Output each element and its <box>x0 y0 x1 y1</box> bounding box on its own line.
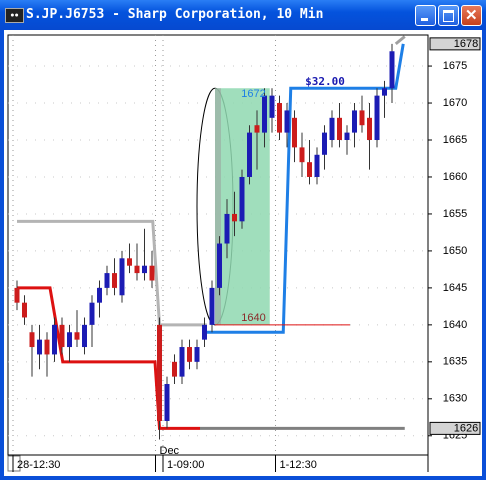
candle-body <box>22 302 27 318</box>
candle-body <box>344 132 350 140</box>
candle-body <box>119 258 125 296</box>
candle-body <box>187 347 192 362</box>
candle-body <box>89 302 95 325</box>
minimize-button[interactable] <box>415 5 436 26</box>
scroll-box[interactable] <box>7 455 21 472</box>
candle-body <box>97 287 102 303</box>
candle-body <box>29 332 35 348</box>
indicator-line <box>17 286 200 430</box>
candle-body <box>329 117 335 140</box>
y-tick-label: 1670 <box>443 97 467 109</box>
y-tick-label: 1645 <box>443 282 467 294</box>
candle-body <box>217 243 222 288</box>
title-bar: ●● S.JP.J6753 - Sharp Corporation, 10 Mi… <box>0 0 486 30</box>
y-tick-label: 1665 <box>443 134 467 146</box>
indicator-line <box>17 219 207 327</box>
candle-body <box>194 347 200 362</box>
maximize-button[interactable] <box>438 5 459 26</box>
candle-body <box>382 88 387 96</box>
chart: 1625163016351640164516501655166016651670… <box>4 30 482 476</box>
candle-body <box>389 51 395 89</box>
candle-body <box>352 110 357 133</box>
candle-body <box>239 176 245 222</box>
candle-body <box>299 147 305 163</box>
candle-body <box>104 273 110 288</box>
candle-body <box>112 273 117 288</box>
range-label: $32.00 <box>305 75 345 88</box>
candle-body <box>292 117 297 148</box>
candle-body <box>284 110 290 133</box>
indicator-line <box>206 43 405 334</box>
window-title: S.JP.J6753 - Sharp Corporation, 10 Min <box>26 7 324 22</box>
candle-body <box>374 95 380 140</box>
candle-body <box>224 213 230 244</box>
candle-body <box>262 95 267 133</box>
x-tick-label: 1-12:30 <box>280 459 317 471</box>
y-tick-label: 1640 <box>443 319 467 331</box>
candle-body <box>14 287 20 303</box>
x-tick-label: Dec <box>160 445 180 457</box>
price-marker <box>429 421 481 435</box>
x-tick-label: 28-12:30 <box>17 459 60 471</box>
candle-body <box>44 339 50 355</box>
candle-body <box>202 324 207 340</box>
candle-body <box>134 265 140 274</box>
candle-body <box>359 110 365 126</box>
candle-body <box>337 117 342 140</box>
candle-body <box>74 332 80 340</box>
candle-body <box>37 339 42 355</box>
candle-body <box>149 265 155 281</box>
candle-body <box>172 361 177 377</box>
candle-body <box>164 384 170 421</box>
range-box-shade <box>215 88 221 325</box>
price-marker <box>429 37 481 51</box>
y-tick-label: 1675 <box>443 60 467 72</box>
candle-body <box>307 162 312 177</box>
candle-body <box>142 265 147 274</box>
candle-body <box>277 103 282 133</box>
candle-body <box>367 117 372 140</box>
price-marker-label: 1678 <box>454 38 478 50</box>
box-high-label: 1672 <box>241 88 265 100</box>
candle-body <box>254 125 260 133</box>
window-icon: ●● <box>5 8 24 23</box>
candle-body <box>269 95 275 118</box>
y-tick-label: 1630 <box>443 393 467 405</box>
y-tick-label: 1650 <box>443 245 467 257</box>
candle-body <box>52 324 57 355</box>
candle-body <box>232 213 237 222</box>
y-tick-label: 1660 <box>443 171 467 183</box>
candle-body <box>157 324 162 421</box>
candle-body <box>209 287 215 325</box>
y-tick-label: 1635 <box>443 356 467 368</box>
candle-body <box>67 332 72 348</box>
candle-body <box>314 154 320 177</box>
candle-body <box>127 258 132 266</box>
x-tick-label: 1-09:00 <box>167 459 204 471</box>
y-tick-label: 1655 <box>443 208 467 220</box>
close-button[interactable]: ✕ <box>461 5 482 26</box>
box-low-label: 1640 <box>241 312 265 324</box>
candle-body <box>179 347 185 377</box>
indicator-line <box>394 35 406 46</box>
candle-body <box>82 324 87 348</box>
candle-body <box>59 324 65 348</box>
candle-body <box>322 132 327 155</box>
candle-body <box>247 132 252 177</box>
price-marker-label: 1626 <box>454 422 478 434</box>
